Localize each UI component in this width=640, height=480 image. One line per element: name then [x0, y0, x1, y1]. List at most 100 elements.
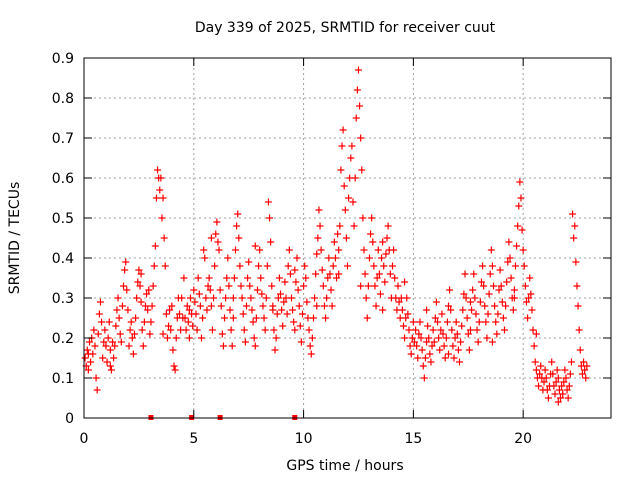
data-point [172, 334, 180, 342]
data-point [432, 298, 440, 306]
data-point [165, 322, 173, 330]
data-point [348, 142, 356, 150]
data-point [247, 294, 255, 302]
x-tick-label: 0 [80, 431, 89, 447]
data-point [223, 274, 231, 282]
y-tick-label: 0.4 [52, 251, 74, 267]
data-point [318, 266, 326, 274]
data-point [506, 254, 514, 262]
data-point [81, 354, 89, 362]
data-point [473, 326, 481, 334]
data-point [135, 266, 143, 274]
data-point [281, 278, 289, 286]
data-point [333, 274, 341, 282]
data-point [226, 306, 234, 314]
data-point [453, 330, 461, 338]
data-point [561, 366, 569, 374]
data-point [374, 246, 382, 254]
data-point [121, 266, 129, 274]
data-point [580, 358, 588, 366]
data-point [267, 238, 275, 246]
data-point [296, 322, 304, 330]
data-point [159, 194, 167, 202]
data-point [113, 306, 121, 314]
data-point [483, 334, 491, 342]
data-point [349, 198, 357, 206]
data-point [399, 322, 407, 330]
data-point [336, 222, 344, 230]
grid [84, 58, 611, 418]
data-point [107, 366, 115, 374]
data-point [139, 342, 147, 350]
data-point [240, 326, 248, 334]
data-point [446, 286, 454, 294]
data-point [442, 334, 450, 342]
data-point [452, 318, 460, 326]
data-point [439, 330, 447, 338]
data-point [262, 294, 270, 302]
data-point [502, 302, 510, 310]
data-point [237, 282, 245, 290]
data-point [117, 338, 125, 346]
data-point [137, 298, 145, 306]
data-point [273, 310, 281, 318]
data-point [229, 314, 237, 322]
data-point [420, 374, 428, 382]
data-point [215, 246, 223, 254]
data-point [435, 334, 443, 342]
data-point [542, 374, 550, 382]
data-point [263, 262, 271, 270]
data-point [271, 346, 279, 354]
data-point [314, 234, 322, 242]
data-point [449, 342, 457, 350]
data-point [541, 366, 549, 374]
data-point [376, 290, 384, 298]
data-point [249, 318, 257, 326]
data-point [224, 254, 232, 262]
data-point [217, 302, 225, 310]
data-point [581, 366, 589, 374]
data-point [375, 270, 383, 278]
data-point [222, 294, 230, 302]
data-point [553, 366, 561, 374]
data-point [454, 346, 462, 354]
data-point [150, 262, 158, 270]
data-point [510, 294, 518, 302]
data-point [126, 326, 134, 334]
data-point [176, 310, 184, 318]
data-point [379, 306, 387, 314]
data-point [330, 238, 338, 246]
data-point [372, 302, 380, 310]
data-point [284, 262, 292, 270]
data-point [327, 286, 335, 294]
data-point [406, 342, 414, 350]
data-point [475, 318, 483, 326]
data-point [230, 274, 238, 282]
data-point [149, 282, 157, 290]
data-point [143, 290, 151, 298]
data-point [100, 338, 108, 346]
data-point [462, 294, 470, 302]
data-point [530, 342, 538, 350]
data-point [246, 282, 254, 290]
data-point [163, 334, 171, 342]
data-point [311, 294, 319, 302]
data-point [329, 262, 337, 270]
data-point [331, 254, 339, 262]
data-point [480, 282, 488, 290]
data-point [334, 230, 342, 238]
y-tick-label: 0.2 [52, 331, 74, 347]
data-point [293, 254, 301, 262]
data-point [251, 242, 259, 250]
data-point [354, 66, 362, 74]
data-point [401, 278, 409, 286]
data-point [275, 274, 283, 282]
data-point [466, 326, 474, 334]
data-point [436, 346, 444, 354]
data-point [559, 390, 567, 398]
data-point [308, 334, 316, 342]
data-point [532, 366, 540, 374]
data-point [294, 286, 302, 294]
data-point [145, 286, 153, 294]
